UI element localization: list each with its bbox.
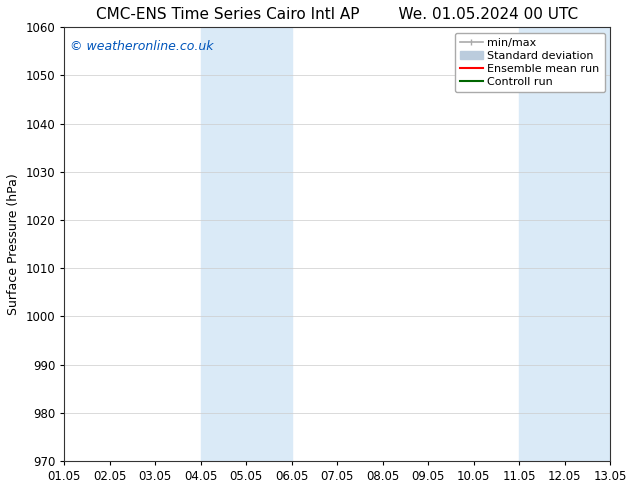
Text: © weatheronline.co.uk: © weatheronline.co.uk: [70, 40, 213, 53]
Title: CMC-ENS Time Series Cairo Intl AP        We. 01.05.2024 00 UTC: CMC-ENS Time Series Cairo Intl AP We. 01…: [96, 7, 578, 22]
Bar: [519, 27, 611, 461]
Bar: [201, 27, 292, 461]
Y-axis label: Surface Pressure (hPa): Surface Pressure (hPa): [7, 173, 20, 315]
Legend: min/max, Standard deviation, Ensemble mean run, Controll run: min/max, Standard deviation, Ensemble me…: [455, 33, 605, 92]
